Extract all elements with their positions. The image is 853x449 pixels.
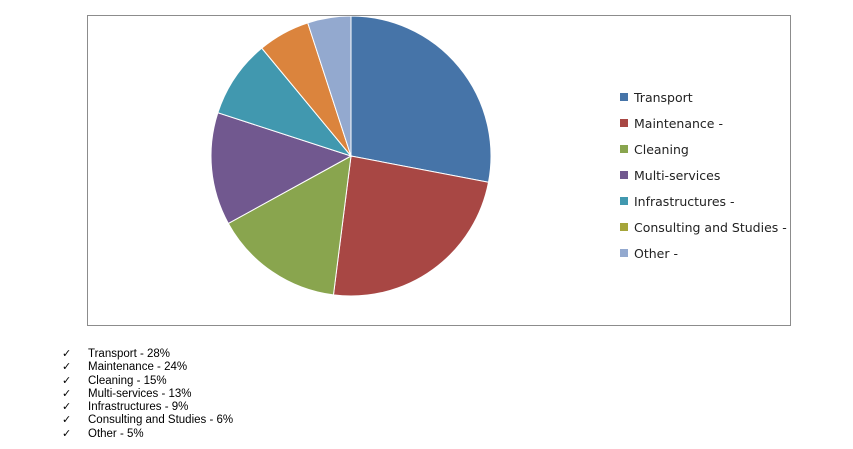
- checkmark-icon: ✓: [62, 427, 72, 440]
- legend-swatch: [620, 171, 628, 179]
- checkmark-icon: ✓: [62, 361, 72, 374]
- legend-label: Transport: [634, 89, 693, 105]
- legend-swatch: [620, 249, 628, 257]
- percentage-list: ✓ Transport - 28% ✓ Maintenance - 24% ✓ …: [62, 348, 233, 441]
- list-item: ✓ Infrastructures - 9%: [62, 401, 233, 414]
- list-item-text: Multi-services - 13%: [88, 387, 192, 400]
- list-item: ✓ Cleaning - 15%: [62, 375, 233, 388]
- chart-area: Transport Maintenance - Cleaning Multi-s…: [87, 15, 791, 326]
- list-item: ✓ Maintenance - 24%: [62, 361, 233, 374]
- list-item-text: Infrastructures - 9%: [88, 401, 189, 414]
- legend-label: Multi-services: [634, 167, 721, 183]
- pie-slice-cleaning: [227, 155, 352, 296]
- legend-label: Consulting and Studies -: [634, 219, 787, 235]
- pie-slice-transport: [350, 16, 492, 183]
- pie-slice-other: [307, 16, 352, 157]
- list-item-text: Consulting and Studies - 6%: [88, 414, 234, 427]
- legend-swatch: [620, 119, 628, 127]
- list-item: ✓ Multi-services - 13%: [62, 388, 233, 401]
- list-item-text: Transport - 28%: [88, 348, 171, 360]
- legend-item: Cleaning: [620, 136, 787, 162]
- legend-item: Infrastructures -: [620, 188, 787, 214]
- checkmark-icon: ✓: [62, 387, 72, 400]
- list-item-text: Other - 5%: [88, 427, 144, 440]
- legend-label: Infrastructures -: [634, 193, 735, 209]
- legend-swatch: [620, 223, 628, 231]
- list-item-text: Maintenance - 24%: [88, 361, 188, 374]
- checkmark-icon: ✓: [62, 374, 72, 387]
- list-item-text: Cleaning - 15%: [88, 374, 167, 387]
- pie-chart: [210, 16, 492, 297]
- checkmark-icon: ✓: [62, 401, 72, 414]
- legend-item: Maintenance -: [620, 110, 787, 136]
- list-item: ✓ Other - 5%: [62, 428, 233, 441]
- legend-item: Other -: [620, 240, 787, 266]
- legend-label: Cleaning: [634, 141, 689, 157]
- list-item: ✓ Consulting and Studies - 6%: [62, 414, 233, 427]
- pie-slice-multi-services: [210, 112, 353, 225]
- legend-item: Transport: [620, 84, 787, 110]
- checkmark-icon: ✓: [62, 414, 72, 427]
- legend-label: Other -: [634, 245, 678, 261]
- chart-legend: Transport Maintenance - Cleaning Multi-s…: [620, 84, 787, 266]
- legend-label: Maintenance -: [634, 115, 723, 131]
- checkmark-icon: ✓: [62, 348, 72, 360]
- pie-slice-infrastructures: [217, 47, 353, 158]
- legend-item: Consulting and Studies -: [620, 214, 787, 240]
- list-item: ✓ Transport - 28%: [62, 348, 233, 361]
- legend-swatch: [620, 93, 628, 101]
- legend-item: Multi-services: [620, 162, 787, 188]
- pie-slice-maintenance: [332, 155, 490, 297]
- legend-swatch: [620, 197, 628, 205]
- legend-swatch: [620, 145, 628, 153]
